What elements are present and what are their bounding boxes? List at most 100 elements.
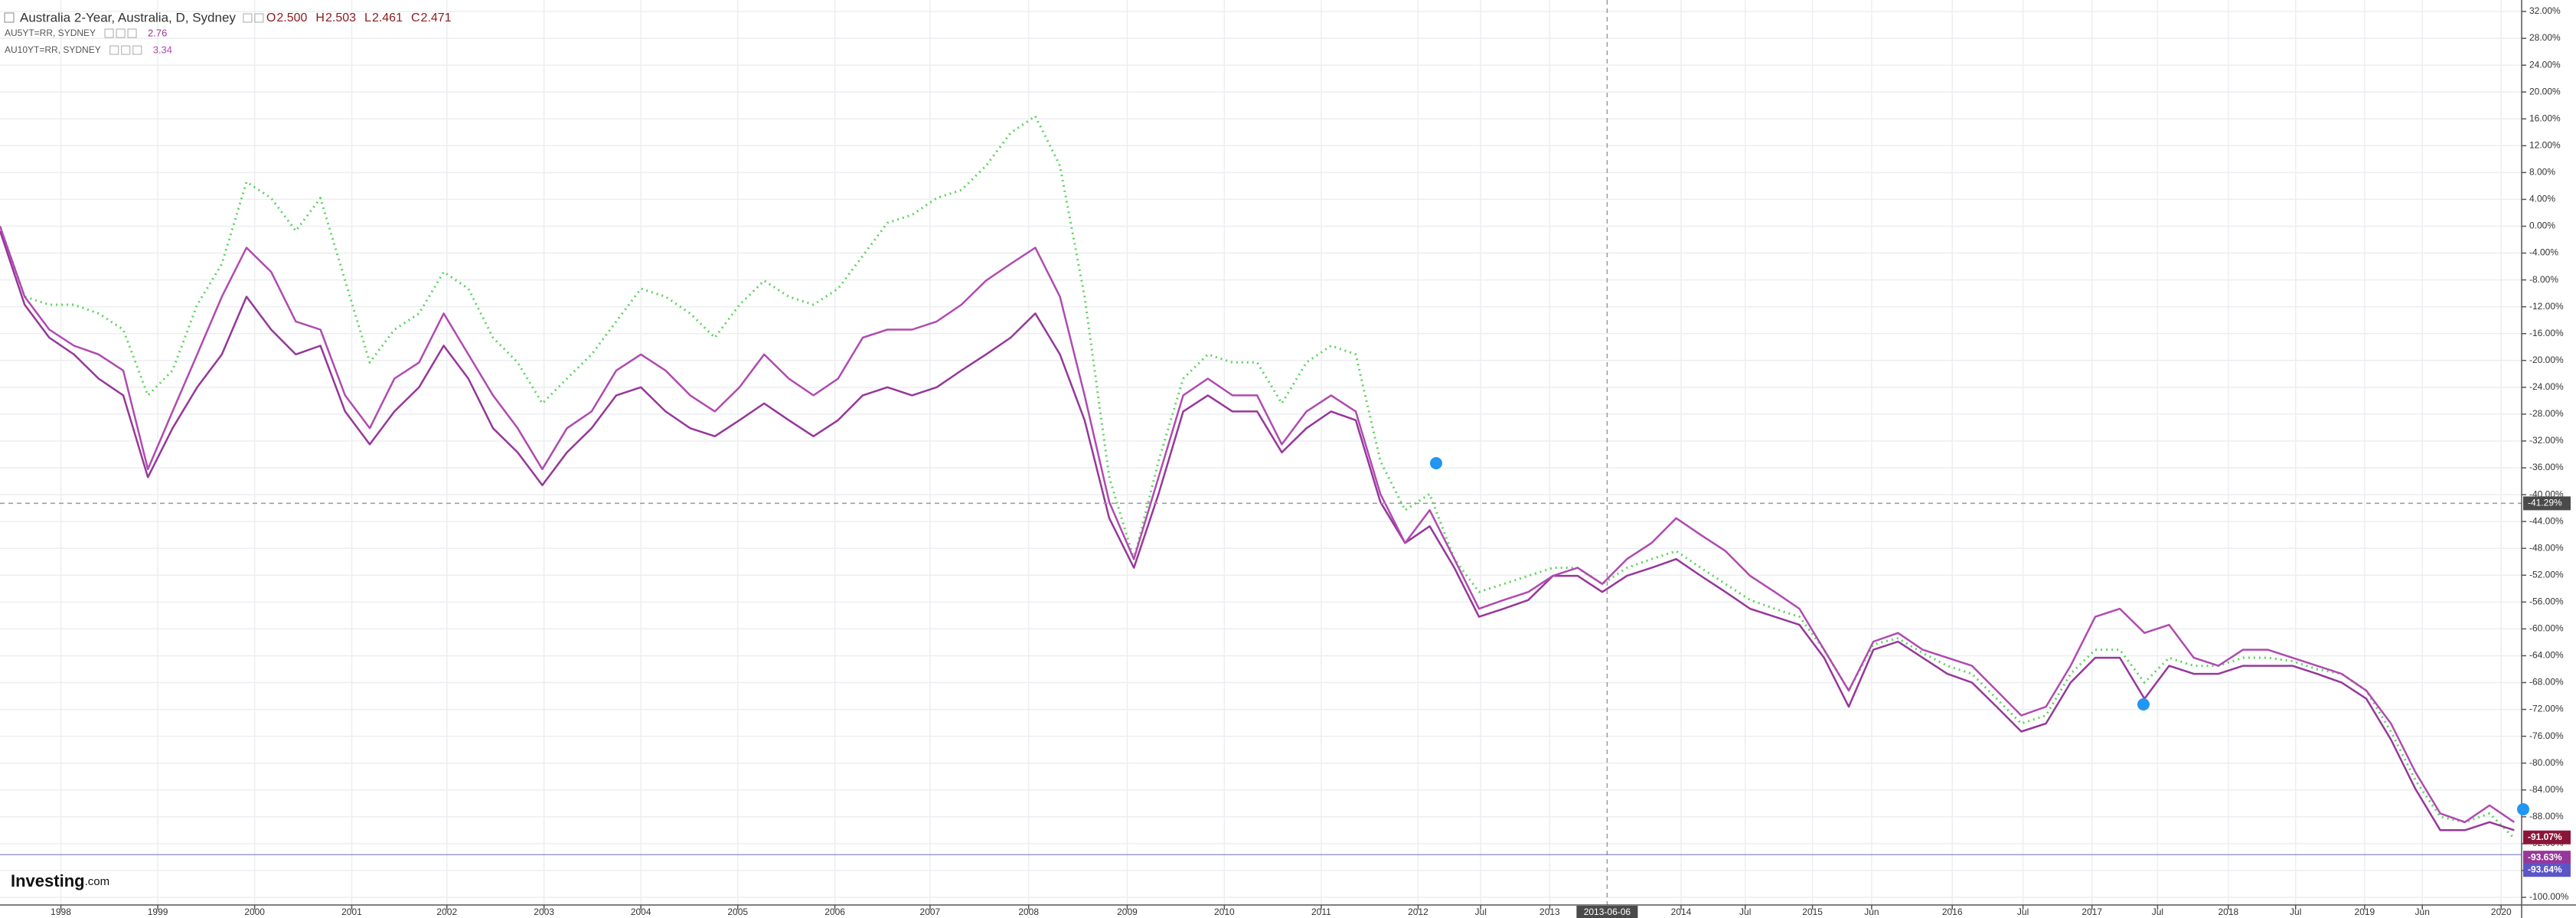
event-marker[interactable]	[2517, 803, 2529, 815]
legend-button	[243, 13, 253, 23]
legend-value: 3.34	[153, 44, 172, 55]
y-tick-label: -16.00%	[2529, 328, 2564, 338]
y-tick-label: -60.00%	[2529, 623, 2564, 634]
y-tick-label: -12.00%	[2529, 301, 2564, 312]
x-tick-label: Jul	[2290, 907, 2301, 917]
y-tick-label: -32.00%	[2529, 435, 2564, 446]
y-tick-label: 8.00%	[2529, 167, 2555, 178]
x-tick-label: 2002	[436, 907, 457, 917]
legend-button	[121, 45, 131, 55]
x-tick-label: 2010	[1214, 907, 1235, 917]
legend-button	[116, 28, 126, 38]
y-tick-label: -64.00%	[2529, 650, 2564, 661]
y-tick-label: -84.00%	[2529, 784, 2564, 795]
y-tick-label: -44.00%	[2529, 515, 2564, 526]
x-tick-label: 2004	[631, 907, 651, 917]
x-tick-label: 2018	[2218, 907, 2238, 917]
y-tick-label: -68.00%	[2529, 677, 2564, 688]
x-tick-label: Jul	[1739, 907, 1751, 917]
price-label: -93.64%	[2528, 864, 2562, 874]
series-line	[0, 230, 2515, 831]
crosshair-y-badge	[2523, 496, 2571, 511]
y-tick-label: -52.00%	[2529, 569, 2564, 580]
y-tick-label: 4.00%	[2529, 194, 2555, 204]
legend-ohlc-key: O	[266, 11, 276, 25]
y-tick-label: 0.00%	[2529, 221, 2555, 231]
y-tick-label: -48.00%	[2529, 542, 2564, 553]
y-tick-label: -80.00%	[2529, 757, 2564, 768]
x-tick-label: 2000	[244, 907, 265, 917]
y-tick-label: 12.00%	[2529, 139, 2561, 150]
x-tick-label: 2017	[2081, 907, 2102, 917]
y-tick-label: -56.00%	[2529, 596, 2564, 607]
legend-value: 2.76	[148, 27, 167, 38]
legend-entry: AU5YT=RR, SYDNEY	[5, 28, 96, 38]
logo: Investing.com	[11, 871, 109, 890]
grid	[0, 0, 2522, 905]
y-tick-label: 24.00%	[2529, 59, 2561, 70]
legend-button	[104, 28, 114, 38]
legend-button	[132, 45, 142, 55]
legend-ohlc-key: C	[411, 11, 420, 25]
y-tick-label: -72.00%	[2529, 704, 2564, 714]
y-tick-label: 20.00%	[2529, 86, 2561, 96]
x-tick-label: 2011	[1311, 907, 1331, 917]
x-tick-label: Jul	[2017, 907, 2029, 917]
y-tick-label: 32.00%	[2529, 5, 2561, 16]
y-tick-label: -20.00%	[2529, 354, 2564, 365]
logo-suffix: .com	[85, 875, 110, 888]
plot	[0, 0, 2522, 905]
crosshair-y-label: -41.29%	[2528, 498, 2562, 508]
y-tick-label: -8.00%	[2529, 274, 2558, 285]
x-tick-label: 2020	[2491, 907, 2512, 917]
y-tick-label: -88.00%	[2529, 811, 2564, 822]
x-tick-label: 1999	[148, 907, 168, 917]
legend-button	[127, 28, 137, 38]
legend-ohlc-value: 2.503	[325, 11, 356, 25]
x-tick-label: 2012	[1408, 907, 1428, 917]
y-tick-label: 16.00%	[2529, 113, 2561, 123]
event-marker[interactable]	[1430, 457, 1442, 469]
y-tick-label: -76.00%	[2529, 730, 2564, 741]
x-tick-label: 2014	[1671, 907, 1692, 917]
x-tick-label: Jul	[1475, 907, 1487, 917]
x-tick-label: 2006	[824, 907, 845, 917]
x-tick-label: 2005	[727, 907, 748, 917]
x-tick-label: 1998	[51, 907, 71, 917]
crosshair-x-badge	[1576, 906, 1638, 918]
crosshair-x-label: 2013-06-06	[1584, 907, 1631, 917]
x-tick-label: 2013	[1539, 907, 1560, 917]
price-badge	[2523, 830, 2571, 844]
price-badge	[2523, 851, 2571, 865]
x-tick-label: 2003	[534, 907, 554, 917]
event-marker[interactable]	[2137, 698, 2150, 711]
y-tick-label: -100.00%	[2529, 891, 2569, 902]
series-line	[0, 226, 2516, 824]
y-tick-label: -36.00%	[2529, 462, 2564, 472]
legend: Australia 2-Year, Australia, D, Sydney O 2…	[4, 10, 452, 55]
legend-ohlc-key: L	[364, 11, 371, 25]
legend-ohlc-key: H	[315, 11, 325, 25]
price-label: -91.07%	[2528, 831, 2562, 842]
legend-entry: AU10YT=RR, SYDNEY	[5, 44, 101, 55]
y-tick-label: -28.00%	[2529, 408, 2564, 419]
x-tick-label: 2007	[920, 907, 941, 917]
legend-button	[109, 45, 119, 55]
price-badge	[2523, 863, 2571, 877]
logo-main: Investing	[11, 871, 85, 890]
axes: 32.00% 28.00% 24.00% 20.00% 16.00% 12.00% 8.00…	[51, 5, 2571, 918]
legend-title: Australia 2-Year, Australia, D, Sydney	[20, 10, 236, 25]
x-tick-label: Jun	[1864, 907, 1879, 917]
legend-ohlc-value: 2.461	[372, 11, 403, 25]
price-label: -93.63%	[2528, 851, 2562, 862]
legend-button	[254, 13, 264, 23]
x-tick-label: Jun	[2415, 907, 2430, 917]
y-tick-label: -24.00%	[2529, 381, 2564, 392]
x-tick-label: 2015	[1802, 907, 1823, 917]
y-tick-label: 28.00%	[2529, 32, 2561, 43]
x-tick-label: 2009	[1117, 907, 1138, 917]
legend-ohlc-value: 2.500	[276, 11, 307, 25]
x-tick-label: 2019	[2355, 907, 2375, 917]
x-tick-label: Jul	[2152, 907, 2163, 917]
